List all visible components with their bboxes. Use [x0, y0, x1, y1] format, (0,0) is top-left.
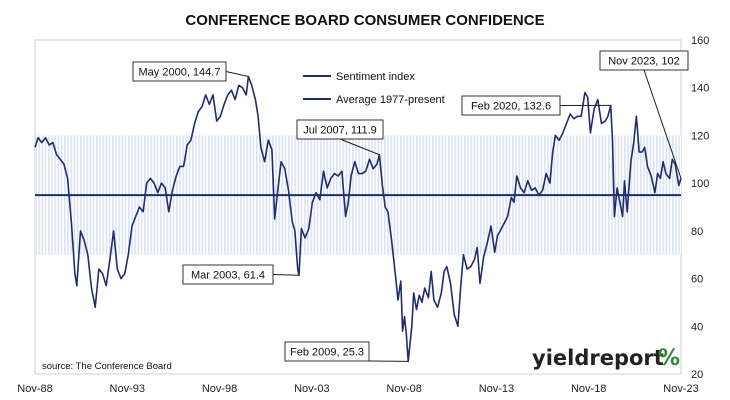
x-tick-label: Nov-98: [202, 383, 237, 395]
y-tick-label: 160: [691, 35, 709, 47]
x-tick-label: Nov-08: [386, 383, 421, 395]
sentiment-series-line: [34, 75, 682, 363]
annotation-label: Feb 2020, 132.6: [471, 101, 551, 113]
logo-text: yieldreport: [532, 346, 664, 370]
y-tick-label: 40: [691, 321, 703, 333]
x-tick-label: Nov-88: [17, 383, 52, 395]
x-tick-label: Nov-18: [571, 383, 606, 395]
annotation-box: [296, 119, 384, 140]
annotation-leader-line: [272, 274, 300, 276]
x-tick-label: Nov-23: [663, 383, 698, 395]
annotation-leader-line: [643, 69, 682, 179]
source-note: source: The Conference Board: [42, 361, 172, 372]
y-tick-label: 120: [691, 130, 709, 142]
annotation-box: [182, 264, 274, 285]
y-tick-label: 140: [691, 83, 709, 95]
annotation-label: Feb 2009, 25.3: [290, 347, 364, 359]
legend-label-sentiment: Sentiment index: [336, 71, 415, 83]
annotation-leader-line: [225, 71, 249, 77]
x-tick-label: Nov-93: [110, 383, 145, 395]
legend: Sentiment index Average 1977-present: [303, 71, 445, 106]
x-tick-label: Nov-03: [294, 383, 329, 395]
y-tick-label: 100: [691, 178, 709, 190]
annotation-box: [599, 50, 689, 71]
legend-label-average: Average 1977-present: [336, 94, 445, 106]
annotation-leader-line: [339, 138, 380, 156]
annotation-label: Mar 2003, 61.4: [191, 270, 265, 282]
y-tick-label: 20: [691, 369, 703, 381]
annotation-label: Nov 2023, 102: [608, 56, 680, 68]
y-axis: 20 40 60 80 100 120 140 160: [691, 35, 709, 381]
y-tick-label: 60: [691, 274, 703, 286]
annotation-label: Jul 2007, 111.9: [303, 125, 377, 137]
annotations: May 2000, 144.7 Mar 2003, 61.4 Jul 2007, 1…: [132, 50, 689, 362]
annotation-label: May 2000, 144.7: [139, 67, 221, 79]
x-tick-label: Nov-13: [479, 383, 514, 395]
annotation-box: [461, 95, 561, 116]
chart-title: CONFERENCE BOARD CONSUMER CONFIDENCE: [185, 12, 544, 29]
annotation-box: [132, 61, 227, 82]
yieldreport-logo: yieldreport %: [532, 346, 680, 371]
annotation-box: [284, 341, 370, 362]
y-tick-label: 80: [691, 226, 703, 238]
x-axis: Nov-88 Nov-93 Nov-98 Nov-03 Nov-08 Nov-13 Nov-…: [17, 383, 698, 395]
logo-percent-icon: %: [658, 346, 680, 371]
